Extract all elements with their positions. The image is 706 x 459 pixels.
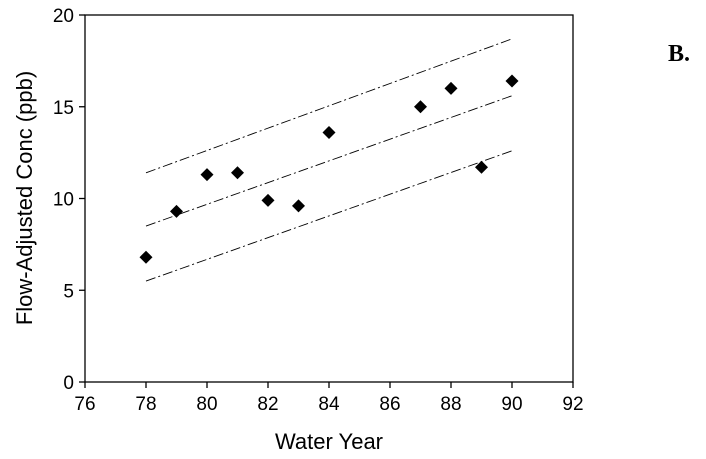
x-tick-label: 90 (501, 394, 522, 415)
data-point (444, 81, 458, 95)
data-point (170, 204, 183, 218)
data-point (200, 168, 214, 182)
y-tick-label: 20 (53, 6, 74, 27)
axis-ticks: 76 78 80 82 84 86 88 90 92 0 5 10 15 20 (53, 6, 584, 415)
data-point (292, 199, 305, 213)
panel-label: B. (668, 41, 690, 67)
y-axis-title: Flow-Adjusted Conc (ppb) (12, 71, 37, 325)
plot-frame (84, 14, 574, 383)
lower-bound-line (145, 150, 513, 282)
data-point (322, 125, 336, 139)
x-tick-label: 88 (440, 394, 461, 415)
data-points (139, 74, 519, 264)
x-tick-label: 78 (135, 394, 156, 415)
x-tick-label: 76 (74, 394, 95, 415)
x-tick-label: 92 (562, 394, 583, 415)
upper-bound-line (145, 38, 513, 174)
y-tick-label: 0 (63, 373, 74, 394)
data-point (475, 160, 488, 174)
y-tick-label: 15 (53, 98, 74, 119)
data-point (414, 100, 427, 114)
x-tick-label: 84 (318, 394, 340, 415)
y-tick-label: 5 (63, 281, 74, 302)
y-tick-label: 10 (53, 190, 74, 211)
data-point (139, 250, 153, 264)
x-tick-label: 82 (257, 394, 278, 415)
trend-line (145, 95, 513, 227)
data-point (231, 166, 244, 180)
x-tick-label: 80 (196, 394, 217, 415)
data-point (505, 74, 519, 88)
trend-lines (145, 38, 513, 282)
x-axis-title: Water Year (275, 429, 383, 454)
data-point (261, 193, 275, 207)
x-tick-label: 86 (379, 394, 400, 415)
